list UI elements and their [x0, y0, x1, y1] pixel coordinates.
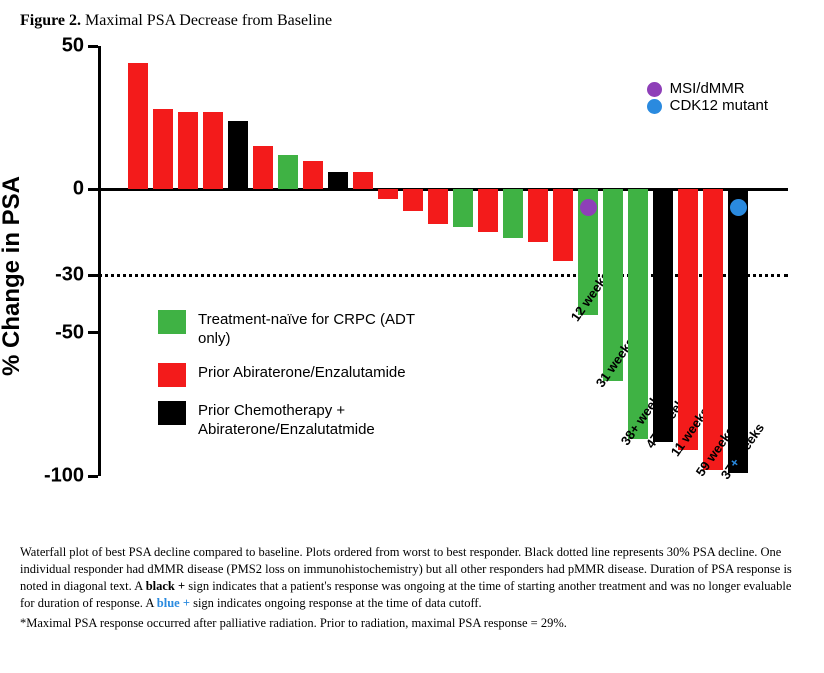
y-tick [88, 45, 98, 48]
y-tick [88, 475, 98, 478]
bar [403, 189, 423, 211]
y-tick [88, 274, 98, 277]
caption-text: sign indicates ongoing response at the t… [190, 596, 482, 610]
bar [703, 189, 723, 470]
y-tick [88, 331, 98, 334]
bar [228, 121, 248, 190]
bar [528, 189, 548, 242]
legend-label: Treatment-naïve for CRPC (ADT only) [198, 310, 448, 349]
y-tick-label: 0 [73, 178, 84, 201]
waterfall-chart: % Change in PSA -100-50-3005012 weeks31 … [20, 36, 800, 516]
bar [178, 112, 198, 189]
legend-row: Prior Abiraterone/Enzalutamide [158, 363, 448, 387]
legend-label: MSI/dMMR [670, 80, 745, 97]
bar [303, 161, 323, 190]
caption-black-plus: black + [146, 579, 185, 593]
y-tick-label: -50 [55, 321, 84, 344]
marker-legend: MSI/dMMRCDK12 mutant [647, 80, 768, 114]
bar [203, 112, 223, 189]
caption-blue-plus: blue + [157, 596, 190, 610]
legend-label: CDK12 mutant [670, 97, 768, 114]
legend-row: Treatment-naïve for CRPC (ADT only) [158, 310, 448, 349]
bar [553, 189, 573, 261]
bar [353, 172, 373, 189]
y-axis-label: % Change in PSA [0, 176, 26, 376]
bar [503, 189, 523, 238]
bar [328, 172, 348, 189]
bar [253, 146, 273, 189]
legend-row: CDK12 mutant [647, 97, 768, 114]
legend-row: Prior Chemotherapy + Abiraterone/Enzalut… [158, 401, 448, 440]
figure-footnote: *Maximal PSA response occurred after pal… [20, 616, 804, 631]
bar [153, 109, 173, 189]
y-tick-label: -30 [55, 264, 84, 287]
asterisk-marker: * [656, 193, 666, 224]
bar [278, 155, 298, 189]
figure-title: Figure 2. Maximal PSA Decrease from Base… [20, 12, 804, 30]
legend-swatch [158, 310, 186, 334]
y-tick-label: -100 [44, 465, 84, 488]
bar [428, 189, 448, 223]
figure-title-text: Maximal PSA Decrease from Baseline [85, 12, 332, 29]
y-tick [88, 188, 98, 191]
color-legend: Treatment-naïve for CRPC (ADT only) Prior… [158, 310, 448, 454]
legend-swatch [158, 363, 186, 387]
bar [453, 189, 473, 226]
legend-label: Prior Abiraterone/Enzalutamide [198, 363, 406, 383]
legend-dot [647, 82, 662, 97]
bar [478, 189, 498, 232]
y-tick-label: 50 [62, 35, 84, 58]
figure-caption: Waterfall plot of best PSA decline compa… [20, 544, 804, 612]
legend-label: Prior Chemotherapy + Abiraterone/Enzalut… [198, 401, 448, 440]
figure-label: Figure 2. [20, 12, 81, 29]
plot-area: -100-50-3005012 weeks31 weeks38+ weeks47… [98, 46, 788, 476]
legend-row: MSI/dMMR [647, 80, 768, 97]
legend-dot [647, 99, 662, 114]
bar [728, 189, 748, 473]
y-axis-line [98, 46, 101, 476]
legend-swatch [158, 401, 186, 425]
bar [128, 63, 148, 189]
bar [378, 189, 398, 199]
